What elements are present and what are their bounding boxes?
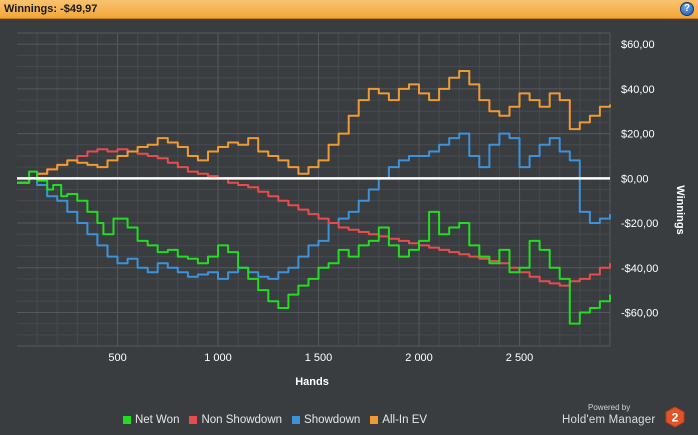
- legend-swatch-showdown: [292, 416, 301, 424]
- title-bar: Winnings: -$49,97 ?: [0, 0, 698, 19]
- x-tick-label: 2 000: [405, 352, 433, 364]
- series-line-showdown: [17, 132, 611, 280]
- y-tick-label: $0,00: [621, 173, 649, 185]
- legend-item-non-showdown[interactable]: Non Showdown: [189, 414, 282, 426]
- winnings-title: Winnings: -$49,97: [4, 3, 98, 15]
- legend-label-all-in-ev: All-In EV: [382, 414, 428, 426]
- y-tick-label: $60,00: [621, 39, 655, 51]
- series-line-non-showdown: [17, 148, 611, 287]
- legend-swatch-all-in-ev: [370, 416, 379, 424]
- legend-label-net-won: Net Won: [134, 414, 180, 426]
- series-line-net-won: [17, 170, 611, 325]
- y-tick-label: -$60,00: [621, 307, 658, 319]
- y-axis-ticks: $60,00 $40,00 $20,00 $0,00 -$20,00 -$40,00 -$6…: [621, 39, 658, 319]
- y-tick-label: -$40,00: [621, 263, 658, 275]
- legend-swatch-non-showdown: [189, 416, 198, 424]
- chart-major-grid: [17, 32, 611, 347]
- y-axis-title: Winnings: [674, 185, 686, 234]
- legend-label-non-showdown: Non Showdown: [201, 414, 283, 426]
- legend-item-showdown[interactable]: Showdown: [292, 414, 360, 426]
- brand-badge: 2: [672, 411, 679, 425]
- legend-item-net-won[interactable]: Net Won: [122, 414, 180, 426]
- y-tick-label: $40,00: [621, 84, 655, 96]
- y-tick-label: -$20,00: [621, 218, 658, 230]
- legend-label-showdown: Showdown: [304, 414, 361, 426]
- x-axis-ticks: 500 1 000 1 500 2 000 2 500: [108, 352, 533, 364]
- powered-by-label: Powered by: [588, 403, 631, 412]
- brand-name: Hold'em Manager: [562, 414, 656, 426]
- x-tick-label: 1 500: [305, 352, 333, 364]
- x-tick-label: 500: [108, 352, 126, 364]
- help-icon[interactable]: ?: [680, 2, 694, 16]
- legend-swatch-net-won: [122, 416, 131, 424]
- series-line-all-in-ev: [17, 70, 611, 184]
- chart-legend: Net Won Non Showdown Showdown All-In EV: [0, 414, 550, 426]
- chart-series-layer: [17, 70, 611, 325]
- winnings-chart: 500 1 000 1 500 2 000 2 500 $60,00 $40,00 $20,…: [17, 32, 686, 388]
- x-tick-label: 2 500: [506, 352, 534, 364]
- x-tick-label: 1 000: [204, 352, 232, 364]
- x-axis-title: Hands: [295, 376, 329, 388]
- chart-minor-grid: [17, 33, 610, 346]
- y-tick-label: $20,00: [621, 129, 655, 141]
- holdem-manager-logo-icon: 2: [665, 406, 685, 428]
- legend-item-all-in-ev[interactable]: All-In EV: [370, 414, 427, 426]
